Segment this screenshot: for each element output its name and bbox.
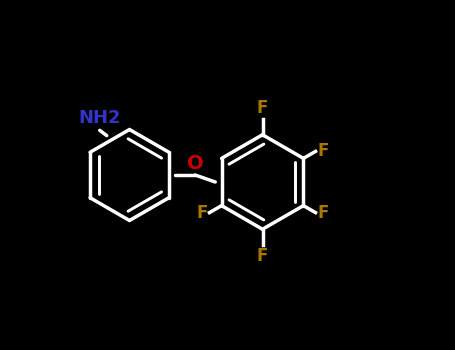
Text: F: F	[257, 247, 268, 265]
Text: F: F	[257, 99, 268, 117]
Text: F: F	[317, 204, 329, 222]
Text: NH2: NH2	[79, 109, 121, 127]
Text: F: F	[317, 142, 329, 160]
Text: O: O	[187, 154, 203, 173]
Text: F: F	[196, 204, 207, 222]
